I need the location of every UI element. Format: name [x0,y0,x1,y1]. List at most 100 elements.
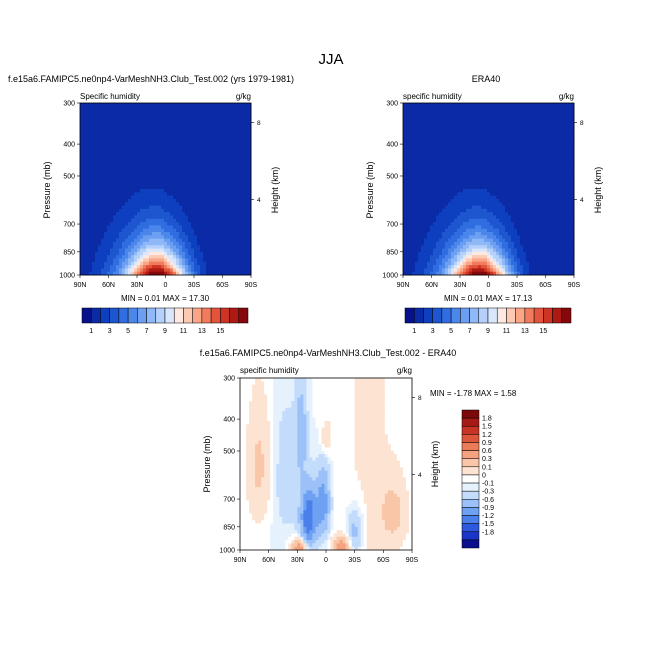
contour-cell [463,189,467,193]
contour-cell [89,245,93,249]
contour-cell [526,165,530,170]
contour-cell [110,182,114,187]
contour-cell [116,215,120,220]
contour-cell [164,208,168,213]
contour-cell [239,235,243,240]
contour-cell [188,225,192,230]
contour-cell [433,132,437,137]
contour-cell [164,103,168,107]
contour-cell [415,106,419,111]
contour-cell [427,182,431,187]
contour-cell [203,122,207,127]
contour-cell [436,189,440,193]
contour-cell [472,112,476,117]
contour-cell [182,159,186,163]
contour-cell [526,132,530,137]
contour-cell [83,248,87,253]
contour-cell [179,212,183,216]
contour-cell [469,179,473,183]
contour-cell [143,241,147,246]
contour-cell [556,132,560,137]
colorbar-swatch [90,307,101,324]
contour-cell [526,136,530,140]
contour-cell [230,192,234,197]
contour-cell [155,175,159,180]
contour-cell [191,228,195,233]
contour-cell [146,255,150,259]
contour-cell [544,212,548,216]
contour-cell [547,106,551,111]
contour-cell [412,106,416,111]
contour-cell [230,189,234,193]
contour-cell [478,142,482,147]
contour-cell [233,238,237,243]
contour-cell [173,182,177,187]
contour-cell [200,248,204,253]
contour-cell [475,205,479,210]
contour-cell [439,172,443,177]
contour-cell [457,136,461,140]
contour-cell [134,265,138,269]
contour-cell [224,258,228,263]
contour-cell [451,165,455,170]
contour-cell [532,172,536,177]
contour-cell [421,212,425,216]
contour-cell [128,103,132,107]
contour-cell [535,109,539,114]
contour-cell [203,189,207,193]
contour-cell [140,238,144,243]
colorbar-swatch [238,307,249,324]
contour-cell [209,232,213,236]
contour-cell [532,192,536,197]
contour-cell [433,126,437,130]
contour-cell [478,152,482,157]
contour-cell [403,175,407,180]
contour-cell [155,261,159,266]
contour-cell [173,169,177,173]
contour-cell [571,208,575,213]
contour-cell [218,146,222,150]
contour-cell [239,169,243,173]
contour-cell [167,109,171,114]
contour-cell [119,126,123,130]
contour-cell [212,198,216,203]
contour-cell [221,205,225,210]
contour-cell [427,149,431,154]
contour-cell [140,146,144,150]
contour-cell [460,175,464,180]
contour-cell [122,192,126,197]
contour-cell [424,205,428,210]
contour-cell [185,122,189,127]
contour-cell [245,119,249,124]
contour-cell [499,185,503,190]
contour-cell [209,109,213,114]
contour-cell [155,109,159,114]
contour-cell [158,119,162,124]
contour-cell [571,212,575,216]
contour-cell [146,202,150,206]
contour-cell [209,136,213,140]
contour-cell [83,106,87,111]
contour-cell [541,195,545,200]
contour-cell [137,222,141,226]
contour-cell [547,159,551,163]
contour-cell [571,142,575,147]
contour-cell [245,189,249,193]
contour-cell [568,162,572,167]
contour-cell [182,179,186,183]
contour-cell [406,116,410,120]
contour-cell [146,132,150,137]
contour-cell [215,149,219,154]
contour-cell [248,241,252,246]
contour-cell [424,185,428,190]
contour-cell [421,103,425,107]
contour-cell [403,185,407,190]
contour-cell [239,165,243,170]
contour-cell [421,172,425,177]
contour-cell [493,106,497,111]
contour-cell [502,126,506,130]
contour-cell [131,202,135,206]
contour-cell [421,189,425,193]
contour-cell [131,218,135,223]
contour-cell [439,175,443,180]
